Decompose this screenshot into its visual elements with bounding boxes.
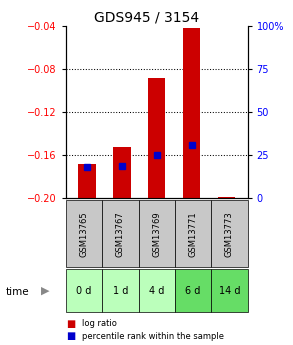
Text: log ratio: log ratio	[82, 319, 117, 328]
Text: 14 d: 14 d	[219, 286, 240, 296]
Text: GSM13769: GSM13769	[152, 211, 161, 257]
Text: GSM13771: GSM13771	[189, 211, 197, 257]
Text: ▶: ▶	[41, 286, 50, 296]
Text: 6 d: 6 d	[185, 286, 201, 296]
Text: percentile rank within the sample: percentile rank within the sample	[82, 332, 224, 341]
Text: GSM13773: GSM13773	[225, 211, 234, 257]
Bar	[78, 164, 96, 198]
Bar	[218, 197, 235, 198]
Text: 4 d: 4 d	[149, 286, 164, 296]
Text: GDS945 / 3154: GDS945 / 3154	[94, 10, 199, 24]
Bar	[183, 28, 200, 198]
Text: ■: ■	[66, 319, 75, 328]
Text: GSM13767: GSM13767	[116, 211, 125, 257]
Bar	[148, 78, 166, 198]
Text: time: time	[6, 287, 30, 297]
Text: GSM13765: GSM13765	[80, 211, 88, 257]
Text: 1 d: 1 d	[113, 286, 128, 296]
Bar	[113, 147, 131, 198]
Text: 0 d: 0 d	[76, 286, 92, 296]
Text: ■: ■	[66, 332, 75, 341]
